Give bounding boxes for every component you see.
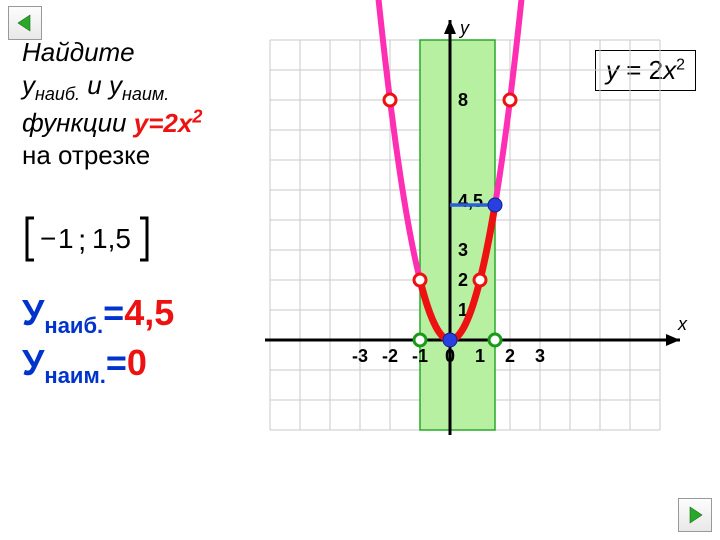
marker-blue (443, 333, 457, 347)
y-tick-label: 2 (458, 270, 468, 290)
x-tick-label: 3 (535, 346, 545, 366)
x-tick-label: -2 (382, 346, 398, 366)
svg-text:1,5: 1,5 (92, 223, 131, 254)
marker-green (414, 334, 426, 346)
x-axis-label: х (677, 314, 688, 334)
triangle-right-icon (685, 505, 705, 525)
svg-text:−: − (40, 223, 56, 254)
marker-red (414, 274, 426, 286)
interval-display: − 1 ; 1,5 (22, 214, 152, 264)
answer-max: Унаиб.=4,5 (22, 290, 174, 340)
x-tick-label: 2 (505, 346, 515, 366)
y-tick-label: 8 (458, 90, 468, 110)
svg-text:;: ; (78, 224, 86, 257)
x-tick-label: 1 (475, 346, 485, 366)
answer-min: Унаим.=0 (22, 340, 174, 390)
x-tick-label: 0 (445, 346, 455, 366)
x-tick-label: -1 (412, 346, 428, 366)
marker-blue (488, 198, 502, 212)
y-axis-label: у (458, 18, 470, 38)
prompt-line2: унаиб. и унаим. (22, 69, 267, 106)
triangle-left-icon (15, 13, 35, 33)
prompt-line3: функции у=2х2 (22, 105, 267, 139)
y-tick-label: 3 (458, 240, 468, 260)
graph-panel: ху-3-2-1012312384,5 (270, 30, 690, 450)
nav-prev-button[interactable] (8, 6, 42, 40)
prompt-text: Найдите унаиб. и унаим. функции у=2х2 на… (22, 36, 267, 172)
marker-green (489, 334, 501, 346)
marker-red (504, 94, 516, 106)
x-tick-label: -3 (352, 346, 368, 366)
prompt-line1: Найдите (22, 36, 267, 69)
nav-next-button[interactable] (678, 498, 712, 532)
y-label-4-5: 4,5 (458, 191, 483, 211)
svg-text:1: 1 (58, 223, 74, 254)
prompt-line4: на отрезке (22, 139, 267, 172)
marker-red (474, 274, 486, 286)
answers-block: Унаиб.=4,5 Унаим.=0 (22, 290, 174, 389)
marker-red (384, 94, 396, 106)
